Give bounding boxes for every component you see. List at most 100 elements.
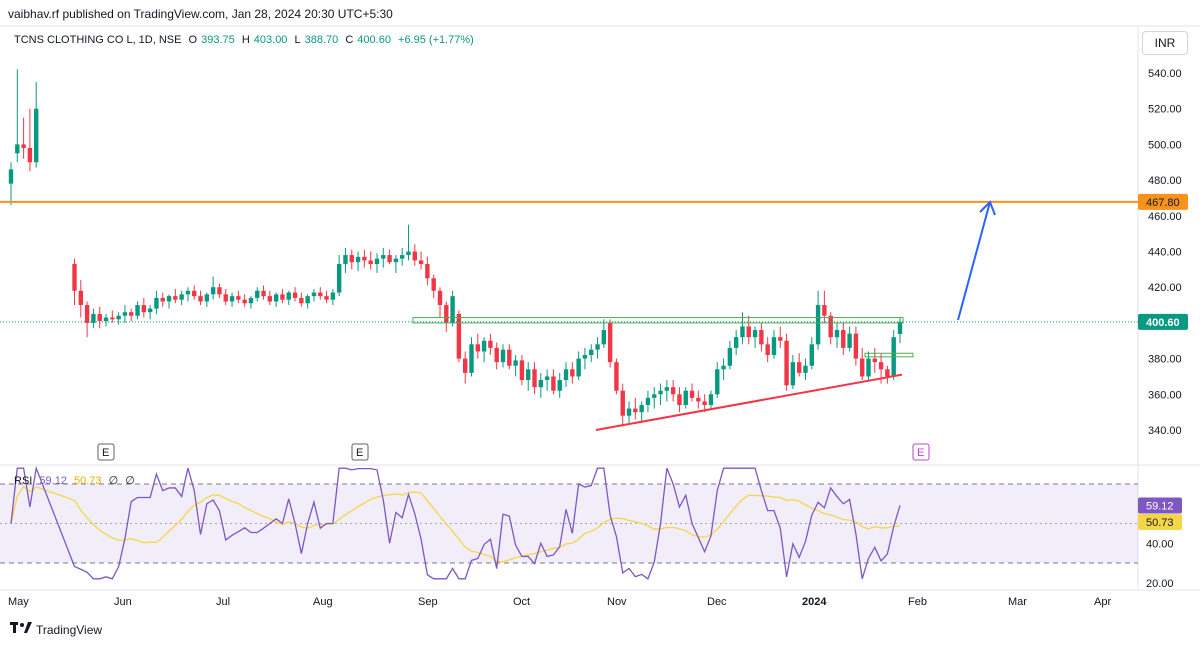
candle-body (374, 258, 380, 264)
candle-body (670, 387, 676, 395)
candle-body (778, 337, 783, 341)
rsi-axis-label: 20.00 (1146, 578, 1174, 590)
time-tick-label: Aug (313, 596, 333, 608)
candle-body (601, 330, 607, 345)
candle-body (349, 255, 354, 263)
earnings-marker-label: E (917, 447, 924, 459)
candle-body (853, 333, 859, 359)
candle-body (513, 360, 518, 366)
candle-body (147, 308, 153, 313)
candle-body (299, 297, 304, 304)
time-axis: May Jun Jul Aug Sep Oct Nov Dec 2024 Feb Mar Apr (8, 596, 1111, 608)
candle-body (507, 349, 512, 366)
candle-body (217, 287, 222, 295)
candle-body (765, 344, 770, 356)
price-tick-label: 480.00 (1148, 175, 1182, 187)
price-tick-label: 380.00 (1148, 354, 1182, 366)
rsi-ma-line (10, 485, 901, 563)
currency-button[interactable]: INR (1142, 31, 1188, 55)
candle-body (135, 305, 140, 316)
candle-body (204, 294, 210, 302)
rsi-ma-tag-label: 50.73 (1146, 517, 1174, 529)
candle-body (103, 317, 109, 322)
candle-body (141, 305, 147, 313)
candle-body (475, 344, 481, 352)
candle-body (324, 296, 329, 300)
candle-body (179, 294, 184, 300)
candle-body (784, 340, 789, 386)
candle-body (771, 337, 777, 356)
candle-body (759, 330, 764, 345)
candle-body (122, 312, 128, 316)
high-label: H (241, 34, 250, 46)
target-arrow-head (979, 200, 996, 216)
rsi-value: 59.12 (39, 475, 67, 487)
rsi-axis-label: 40.00 (1146, 538, 1174, 550)
candle-body (469, 344, 474, 373)
candle-body (519, 360, 525, 381)
candle-body (847, 333, 852, 348)
candle-body (526, 369, 531, 381)
candle-body (418, 260, 424, 264)
time-tick-label: May (8, 596, 29, 608)
open-label: O (188, 34, 198, 46)
candle-body (652, 394, 657, 398)
price-axis: 340.00360.00380.00400.00420.00440.00460.… (1148, 68, 1182, 437)
candle-body (261, 290, 266, 297)
symbol-name[interactable]: TCNS CLOTHING CO L, 1D, NSE (14, 34, 182, 46)
rsi-legend: RSI 59.12 50.73 ∅ ∅ (14, 474, 139, 487)
candle-body (198, 296, 203, 302)
candle-body (236, 296, 241, 300)
candle-body (494, 347, 499, 363)
earnings-marker-label: E (356, 447, 363, 459)
candle-body (595, 344, 600, 350)
candle-body (355, 256, 361, 263)
candle-body (582, 355, 588, 359)
neckline-zone (412, 317, 904, 324)
candle-body (330, 292, 336, 300)
candle-body (658, 390, 663, 395)
candle-body (828, 315, 833, 338)
candle-body (267, 296, 273, 302)
candle-body (633, 408, 638, 413)
rsi-name[interactable]: RSI (14, 475, 33, 487)
time-tick-label: Feb (908, 596, 927, 608)
candle-body (626, 408, 632, 416)
candle-body (815, 305, 821, 345)
resistance-price-tag (1138, 193, 1188, 210)
candle-body (576, 358, 581, 377)
candle-body (368, 260, 373, 264)
candle-body (116, 315, 121, 320)
time-tick-label: Sep (418, 596, 438, 608)
candle-body (544, 376, 550, 381)
candle-body (752, 330, 758, 338)
candle-body (841, 330, 846, 348)
change-value: +6.95 (+1.77%) (398, 34, 474, 46)
candle-body (721, 365, 726, 370)
candle-body (885, 369, 890, 377)
candle-body (620, 390, 625, 416)
low-value: 388.70 (304, 34, 339, 46)
rsi-extra-2: ∅ (125, 475, 135, 487)
candle-body (450, 296, 455, 323)
candle-body (878, 362, 884, 370)
time-tick-label: Nov (607, 596, 627, 608)
earnings-marker (351, 443, 369, 461)
candle-body (154, 297, 159, 309)
price-tick-label: 540.00 (1148, 68, 1182, 80)
candle-body (664, 387, 670, 391)
candle-body (91, 313, 96, 323)
close-value: 400.60 (357, 34, 391, 46)
publisher-line: vaibhav.rf published on TradingView.com,… (8, 7, 393, 21)
candle-body (551, 376, 556, 391)
candle-body (311, 292, 317, 297)
candle-body (412, 251, 417, 261)
candle-body (15, 144, 20, 154)
candle-body (715, 369, 720, 395)
candle-body (809, 344, 814, 366)
close-label: C (345, 34, 354, 46)
candle-body (557, 380, 562, 391)
price-tick-label: 340.00 (1148, 425, 1182, 437)
price-tick-label: 360.00 (1148, 389, 1182, 401)
